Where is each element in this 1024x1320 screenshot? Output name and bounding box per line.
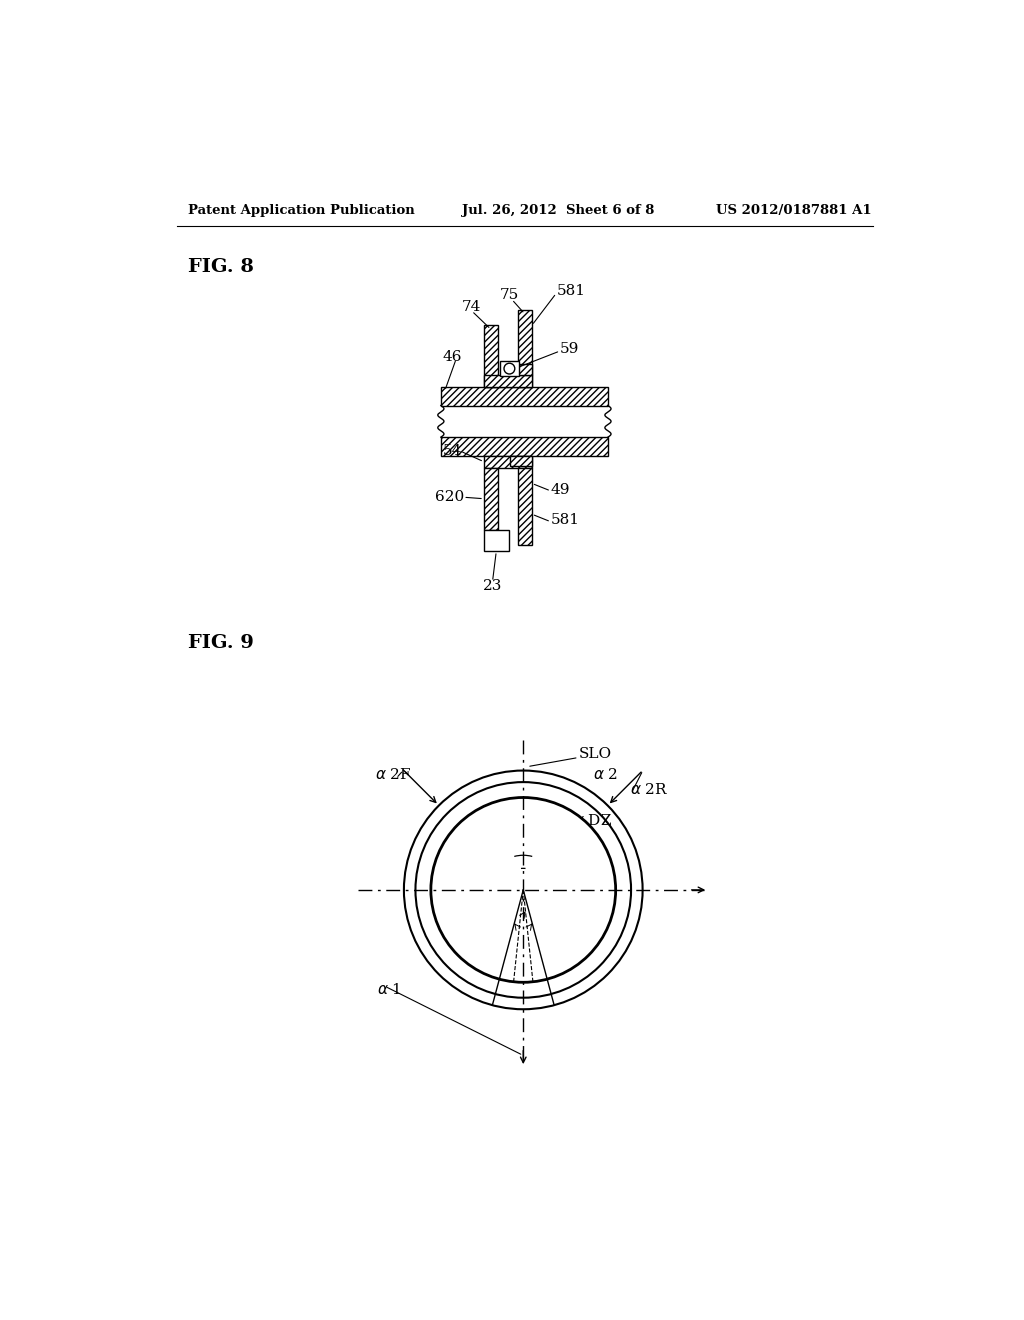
Text: $\alpha$ 2R: $\alpha$ 2R [630, 783, 668, 797]
Text: FIG. 8: FIG. 8 [188, 259, 254, 276]
Bar [484, 375, 531, 387]
Bar [441, 387, 608, 405]
Text: US 2012/0187881 A1: US 2012/0187881 A1 [716, 205, 871, 218]
Text: $\alpha$ 2: $\alpha$ 2 [593, 767, 617, 781]
Text: $\alpha$ DZ: $\alpha$ DZ [573, 813, 612, 828]
Text: 46: 46 [442, 350, 462, 364]
Circle shape [403, 771, 643, 1010]
Bar [484, 529, 509, 552]
Bar [484, 326, 498, 387]
Text: 581: 581 [551, 513, 580, 527]
Text: SLO: SLO [579, 747, 611, 760]
Text: 54: 54 [442, 444, 462, 458]
Bar [484, 455, 531, 469]
Text: Patent Application Publication: Patent Application Publication [188, 205, 415, 218]
Bar [500, 360, 518, 376]
Circle shape [416, 781, 631, 998]
Text: 23: 23 [482, 578, 502, 593]
Bar [484, 469, 498, 529]
Bar [518, 469, 531, 545]
Bar [484, 455, 531, 469]
Bar [510, 455, 531, 466]
Bar [518, 469, 531, 545]
Text: 581: 581 [556, 284, 586, 298]
Bar [510, 364, 531, 375]
Circle shape [504, 363, 515, 374]
Text: 59: 59 [560, 342, 580, 356]
Text: $\alpha$ 1: $\alpha$ 1 [377, 982, 401, 998]
Bar [518, 310, 531, 387]
Bar [518, 310, 531, 387]
Bar [510, 364, 531, 375]
Text: FIG. 9: FIG. 9 [188, 635, 254, 652]
Text: Jul. 26, 2012  Sheet 6 of 8: Jul. 26, 2012 Sheet 6 of 8 [462, 205, 654, 218]
Text: $\alpha$ 2F: $\alpha$ 2F [376, 767, 412, 781]
Text: 75: 75 [500, 289, 519, 302]
Bar [484, 326, 498, 387]
Bar [510, 455, 531, 466]
Bar [441, 437, 608, 455]
Bar [484, 469, 498, 529]
Bar [484, 375, 531, 387]
Bar [441, 437, 608, 455]
Text: 620: 620 [435, 490, 465, 504]
Text: 49: 49 [551, 483, 570, 496]
Text: 74: 74 [462, 300, 481, 314]
Bar [441, 387, 608, 405]
Circle shape [431, 797, 615, 982]
